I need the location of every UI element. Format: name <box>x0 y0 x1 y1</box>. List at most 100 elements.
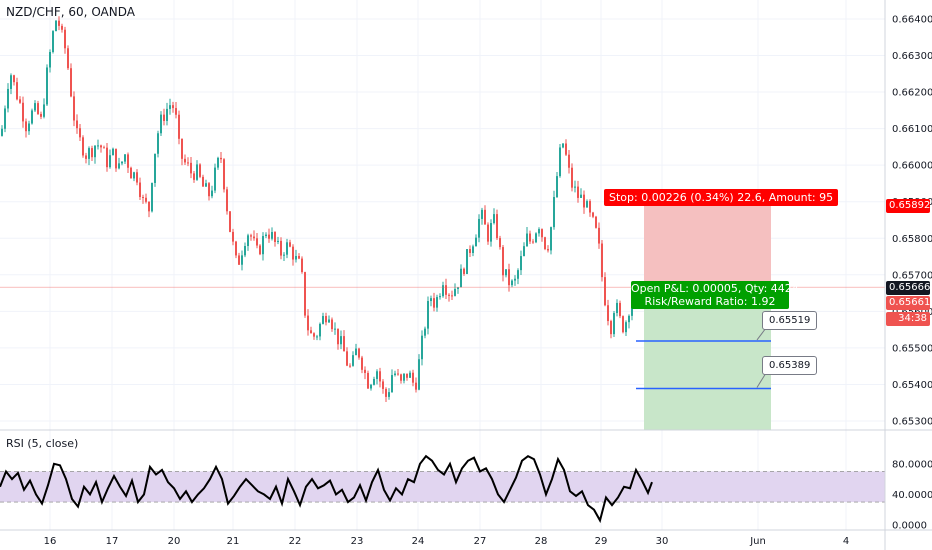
candle-body <box>154 153 156 183</box>
candle-body <box>319 323 321 337</box>
candle-body <box>169 105 171 109</box>
candle-body <box>403 373 405 381</box>
candle-body <box>55 20 57 32</box>
price-tick-label: 0.66000 <box>892 161 932 172</box>
candle-body <box>211 190 213 197</box>
candle-body <box>622 316 624 333</box>
candle-body <box>109 155 111 168</box>
candle-body <box>448 294 450 296</box>
candle-body <box>349 365 351 367</box>
rsi-tick-label: 0.0000 <box>892 521 927 532</box>
stop-label: Stop: 0.00226 (0.34%) 22.6, Amount: 95 <box>604 189 839 206</box>
candle-body <box>217 157 219 168</box>
candle-body <box>1 128 3 136</box>
candle-body <box>139 182 141 198</box>
candle-body <box>436 297 438 308</box>
price-tick-label: 0.65800 <box>892 234 932 245</box>
candle-body <box>307 315 309 331</box>
candle-body <box>13 75 15 83</box>
candle-body <box>496 214 498 239</box>
candle-body <box>379 371 381 382</box>
candle-body <box>526 233 528 247</box>
candle-body <box>214 167 216 191</box>
candle-body <box>553 197 555 228</box>
candle-body <box>82 137 84 156</box>
candle-body <box>262 236 264 255</box>
candle-body <box>202 176 204 187</box>
candle-body <box>136 172 138 183</box>
callout-connector-2 <box>756 372 767 388</box>
time-tick-label: 20 <box>168 536 181 547</box>
candle-body <box>577 186 579 198</box>
candle-body <box>532 241 534 243</box>
candle-body <box>37 103 39 114</box>
candle-body <box>25 121 27 132</box>
candle-body <box>412 372 414 383</box>
candle-body <box>517 270 519 279</box>
candle-body <box>604 277 606 306</box>
candle-body <box>586 201 588 208</box>
candle-body <box>97 145 99 147</box>
price-tick-label: 0.65400 <box>892 380 932 391</box>
candle-body <box>340 336 342 345</box>
candle-body <box>259 245 261 255</box>
candle-body <box>601 243 603 278</box>
candle-body <box>400 374 402 381</box>
time-tick-label: 24 <box>412 536 425 547</box>
candle-body <box>556 176 558 198</box>
candle-body <box>205 183 207 187</box>
candle-body <box>145 197 147 202</box>
candle-body <box>406 373 408 378</box>
candle-body <box>451 295 453 297</box>
time-tick-label: 17 <box>106 536 119 547</box>
candle-body <box>460 268 462 288</box>
target-callout-2[interactable]: 0.65389 <box>762 356 818 375</box>
candle-body <box>70 68 72 97</box>
candle-body <box>346 351 348 366</box>
candle-body <box>313 333 315 337</box>
candle-body <box>493 214 495 224</box>
candle-body <box>616 302 618 314</box>
candle-body <box>394 373 396 376</box>
candle-body <box>520 256 522 271</box>
candle-body <box>118 163 120 169</box>
candle-body <box>391 375 393 393</box>
candle-body <box>466 249 468 274</box>
candle-body <box>481 209 483 219</box>
candle-body <box>40 113 42 117</box>
rsi-tick-label: 80.0000 <box>892 459 932 470</box>
candle-body <box>58 20 60 26</box>
candle-body <box>7 88 9 109</box>
price-tick-label: 0.66200 <box>892 88 932 99</box>
candle-body <box>43 104 45 117</box>
candle-body <box>274 232 276 242</box>
target-callout-1[interactable]: 0.65519 <box>762 311 818 330</box>
candle-body <box>133 172 135 179</box>
position-zones[interactable] <box>644 204 771 430</box>
candle-body <box>598 227 600 244</box>
candle-body <box>283 254 285 256</box>
candle-body <box>325 316 327 323</box>
candle-body <box>181 138 183 159</box>
pnl-box: Open P&L: 0.00005, Qty: 4424 Risk/Reward… <box>631 281 799 309</box>
candle-body <box>565 143 567 155</box>
candle-body <box>178 114 180 139</box>
target-zone <box>644 289 771 430</box>
candle-body <box>442 285 444 297</box>
candle-body <box>433 298 435 308</box>
current-price-badge: 0.65666 <box>886 281 930 295</box>
candle-body <box>229 211 231 232</box>
time-tick-label: 27 <box>474 536 487 547</box>
pnl-line-1: Open P&L: 0.00005, Qty: 4424 <box>631 282 799 295</box>
candle-body <box>505 269 507 276</box>
candle-body <box>88 148 90 159</box>
entry-price-badge: 0.65661 <box>886 296 930 310</box>
candle-body <box>535 233 537 243</box>
time-tick-label: 30 <box>656 536 669 547</box>
candle-body <box>463 268 465 274</box>
candle-body <box>16 82 18 100</box>
candle-body <box>79 128 81 138</box>
pnl-line-2: Risk/Reward Ratio: 1.92 <box>644 295 776 308</box>
candle-body <box>475 237 477 247</box>
